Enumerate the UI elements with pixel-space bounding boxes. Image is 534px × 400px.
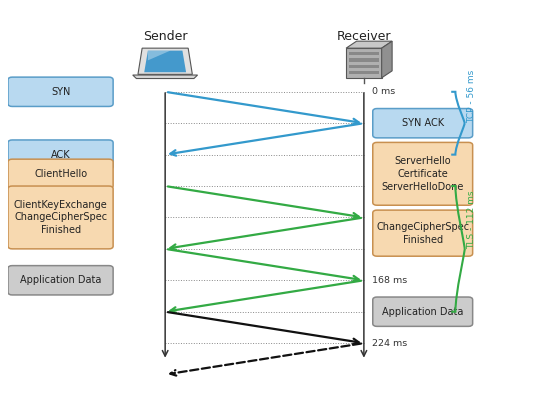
FancyBboxPatch shape bbox=[8, 186, 113, 249]
FancyBboxPatch shape bbox=[373, 108, 473, 138]
Text: ClientKeyExchange
ChangeCipherSpec
Finished: ClientKeyExchange ChangeCipherSpec Finis… bbox=[14, 200, 107, 235]
Text: TLS - 112 ms: TLS - 112 ms bbox=[467, 190, 476, 249]
Text: ServerHello
Certificate
ServerHelloDone: ServerHello Certificate ServerHelloDone bbox=[381, 156, 464, 192]
Text: Application Data: Application Data bbox=[382, 307, 464, 317]
FancyBboxPatch shape bbox=[349, 58, 379, 62]
Text: Sender: Sender bbox=[143, 30, 187, 43]
Text: Application Data: Application Data bbox=[20, 275, 101, 285]
Text: 168 ms: 168 ms bbox=[372, 276, 407, 285]
FancyBboxPatch shape bbox=[349, 64, 379, 68]
FancyBboxPatch shape bbox=[8, 266, 113, 295]
Text: 140 ms: 140 ms bbox=[372, 244, 407, 253]
Text: 56 ms: 56 ms bbox=[372, 150, 401, 159]
Text: 28 ms: 28 ms bbox=[372, 119, 401, 128]
Text: 112 ms: 112 ms bbox=[372, 213, 407, 222]
FancyBboxPatch shape bbox=[373, 297, 473, 326]
FancyBboxPatch shape bbox=[8, 77, 113, 106]
Text: SYN: SYN bbox=[51, 87, 70, 97]
Polygon shape bbox=[133, 75, 198, 78]
FancyBboxPatch shape bbox=[8, 140, 113, 169]
FancyBboxPatch shape bbox=[346, 48, 382, 78]
FancyBboxPatch shape bbox=[373, 142, 473, 205]
Text: ACK: ACK bbox=[51, 150, 70, 160]
Polygon shape bbox=[346, 41, 392, 48]
Text: TCP - 56 ms: TCP - 56 ms bbox=[467, 70, 476, 123]
Text: 0 ms: 0 ms bbox=[372, 87, 395, 96]
Polygon shape bbox=[138, 48, 192, 74]
Polygon shape bbox=[148, 50, 170, 60]
Text: 196 ms: 196 ms bbox=[372, 307, 407, 316]
FancyBboxPatch shape bbox=[349, 71, 379, 74]
Polygon shape bbox=[144, 50, 186, 72]
FancyBboxPatch shape bbox=[373, 210, 473, 256]
FancyBboxPatch shape bbox=[8, 159, 113, 188]
Text: SYN ACK: SYN ACK bbox=[402, 118, 444, 128]
FancyBboxPatch shape bbox=[349, 52, 379, 56]
Text: ClientHello: ClientHello bbox=[34, 169, 87, 179]
Text: Receiver: Receiver bbox=[336, 30, 391, 43]
Polygon shape bbox=[382, 41, 392, 78]
Text: 224 ms: 224 ms bbox=[372, 339, 407, 348]
Text: 84 ms: 84 ms bbox=[372, 182, 401, 190]
Text: ChangeCipherSpec
Finished: ChangeCipherSpec Finished bbox=[376, 222, 469, 244]
